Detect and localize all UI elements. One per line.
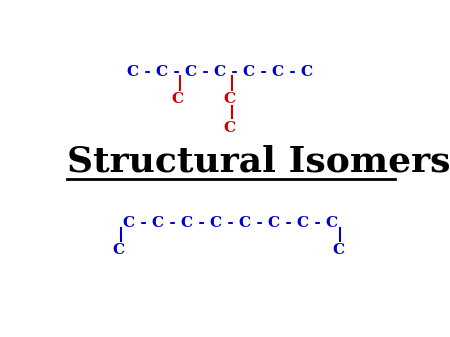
Text: C - C - C - C - C - C - C: C - C - C - C - C - C - C: [127, 65, 313, 79]
Text: C: C: [224, 121, 236, 135]
Text: C: C: [171, 92, 184, 106]
Text: C: C: [112, 243, 124, 257]
Text: C: C: [224, 92, 236, 106]
Text: Structural Isomers: Structural Isomers: [67, 144, 450, 178]
Text: C: C: [332, 243, 344, 257]
Text: C - C - C - C - C - C - C - C: C - C - C - C - C - C - C - C: [123, 216, 338, 231]
